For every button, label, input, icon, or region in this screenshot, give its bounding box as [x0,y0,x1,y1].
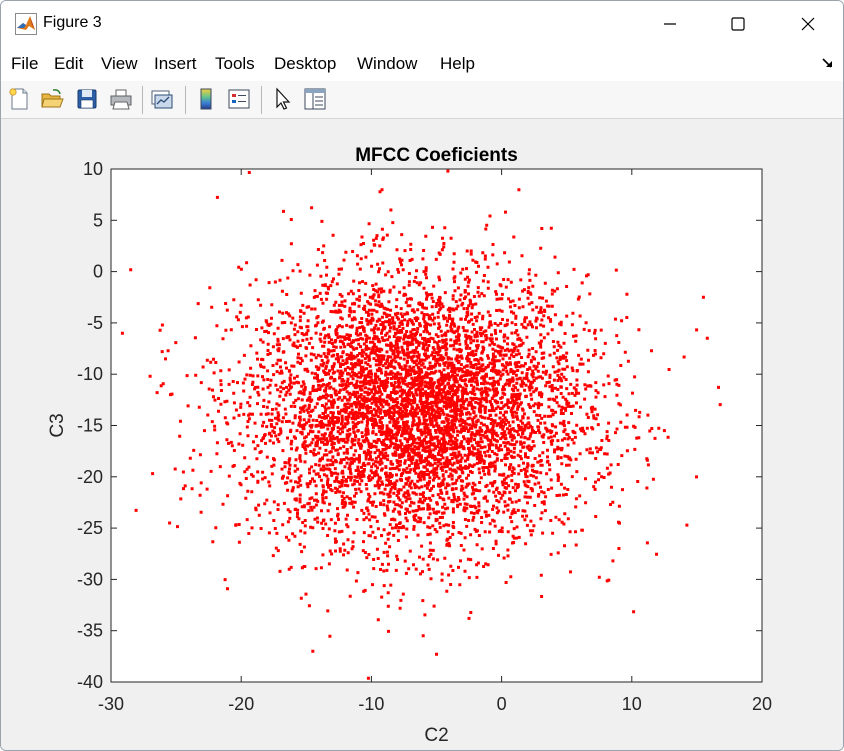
print-icon[interactable] [108,86,134,112]
matlab-logo-icon [15,13,37,35]
maximize-button[interactable] [703,1,773,47]
y-tick-label: -35 [77,621,103,641]
y-tick-label: -5 [87,313,103,333]
y-tick-label: -15 [77,416,103,436]
menu-desktop[interactable]: Desktop [274,54,337,73]
menu-edit[interactable]: Edit [54,54,84,73]
menu-help[interactable]: Help [440,54,475,73]
toolbar-separator [261,86,262,114]
toolbar-separator [185,86,186,114]
scatter-markers [120,169,722,680]
x-tick-label: -30 [98,694,124,714]
y-tick-label: -40 [77,672,103,692]
minimize-icon [664,23,676,25]
close-button[interactable] [773,1,843,47]
x-tick-label: -10 [358,694,384,714]
toolbar-separator [142,86,143,114]
maximize-icon [731,17,745,31]
property-inspector-icon[interactable] [302,86,328,112]
x-tick-label: 10 [622,694,642,714]
save-icon[interactable] [74,86,100,112]
menu-bar: File Edit View Insert Tools Desktop Wind… [1,47,843,82]
scatter-points [120,169,722,680]
y-tick-label: -30 [77,569,103,589]
figure-canvas[interactable]: -30 -20 -10 0 10 20 -40 -35 -30 -25 -20 -15 -10 -5 0 5… [1,119,843,750]
minimize-button[interactable] [635,1,705,47]
x-tick-label: -20 [228,694,254,714]
window-title: Figure 3 [43,14,102,31]
new-figure-icon[interactable] [6,86,32,112]
x-tick-label: 20 [752,694,772,714]
edit-plot-cursor-icon[interactable] [269,86,295,112]
x-axis-ticks: -30 -20 -10 0 10 20 [98,169,772,714]
y-axis-label: C3 [47,413,68,437]
title-bar[interactable]: Figure 3 [1,1,843,47]
menu-tools[interactable]: Tools [215,54,255,73]
y-tick-label: -25 [77,518,103,538]
chart-title: MFCC Coeficients [355,145,518,166]
menu-insert[interactable]: Insert [154,54,197,73]
x-tick-label: 0 [497,694,507,714]
menu-window[interactable]: Window [357,54,418,73]
y-tick-label: 5 [93,210,103,230]
y-tick-label: 10 [83,159,103,179]
x-axis-label: C2 [424,725,448,746]
menu-view[interactable]: View [101,54,138,73]
y-axis-ticks: -40 -35 -30 -25 -20 -15 -10 -5 0 5 10 [77,159,762,692]
menu-file[interactable]: File [11,54,39,73]
link-plot-icon[interactable] [149,86,175,112]
scatter-plot[interactable]: -30 -20 -10 0 10 20 -40 -35 -30 -25 -20 -15 -10 -5 0 5… [1,119,843,750]
y-tick-label: -10 [77,364,103,384]
insert-legend-icon[interactable] [226,86,252,112]
open-file-icon[interactable] [39,86,65,112]
figure-toolbar [1,81,843,119]
close-icon [801,17,815,31]
y-tick-label: 0 [93,262,103,282]
insert-colorbar-icon[interactable] [193,86,219,112]
dock-arrow-icon[interactable] [821,56,835,70]
y-tick-label: -20 [77,467,103,487]
